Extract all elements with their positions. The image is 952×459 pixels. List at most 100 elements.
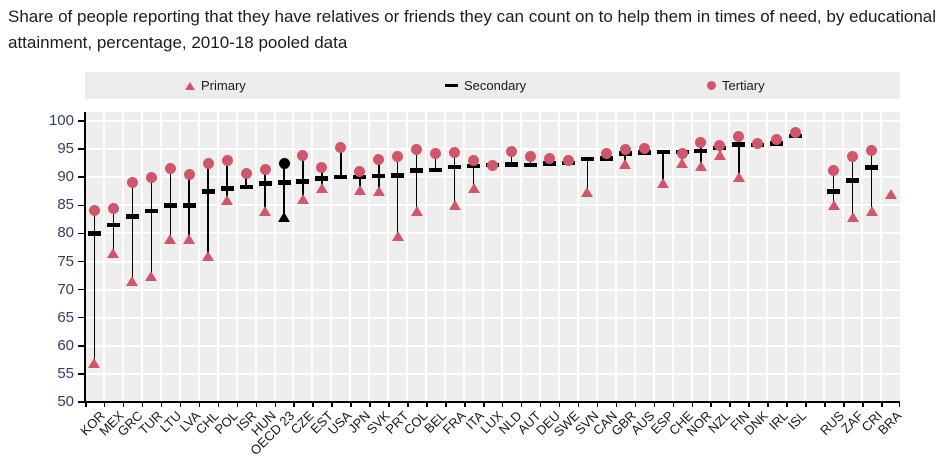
tertiary-marker-LVA <box>183 168 195 180</box>
range-line <box>340 147 342 178</box>
secondary-marker-USA <box>334 174 348 180</box>
secondary-marker-RUS <box>827 189 841 194</box>
secondary-marker-NLD <box>504 162 518 167</box>
y-axis-tick-label: 75 <box>57 252 74 270</box>
secondary-marker-CHL <box>201 189 215 194</box>
secondary-marker-ISR <box>239 184 253 189</box>
y-axis-tick <box>78 176 85 178</box>
tertiary-marker-ITA <box>468 154 480 166</box>
gridline-vertical <box>254 112 257 402</box>
x-axis-tick <box>350 402 352 407</box>
gridline-vertical <box>102 112 105 402</box>
range-line <box>832 170 835 206</box>
primary-marker-CZE <box>296 193 309 204</box>
legend-label: Tertiary <box>722 78 765 93</box>
y-axis-tick-label: 65 <box>57 308 74 326</box>
gridline-vertical <box>633 112 636 402</box>
range-line <box>472 160 475 189</box>
gridline-vertical <box>292 112 295 402</box>
range-line <box>226 160 228 200</box>
y-axis-tick-label: 60 <box>57 336 74 354</box>
tertiary-marker-CHL <box>202 157 214 169</box>
range-line <box>510 151 513 165</box>
range-line <box>359 171 361 191</box>
range-line <box>112 208 115 254</box>
tertiary-marker-EST <box>316 161 328 173</box>
tertiary-marker-ISL <box>790 126 802 138</box>
secondary-marker-CAN <box>599 156 613 161</box>
circle-icon <box>707 81 716 90</box>
legend-item-tertiary: Tertiary <box>707 72 765 99</box>
secondary-marker-ZAF <box>846 178 860 183</box>
x-axis-tick <box>843 402 845 407</box>
chart-title: Share of people reporting that they have… <box>8 7 937 53</box>
secondary-marker-ITA <box>467 163 481 169</box>
secondary-marker-KOR <box>87 231 101 236</box>
x-axis-tick <box>577 402 580 407</box>
x-axis-tick <box>445 402 447 407</box>
tertiary-marker-MEX <box>107 202 119 214</box>
tertiary-marker-TUR <box>145 171 157 183</box>
range-line <box>207 163 209 256</box>
x-axis-tick <box>653 402 656 407</box>
gridline-horizontal <box>85 372 900 375</box>
y-axis-tick-label: 55 <box>57 364 74 382</box>
secondary-marker-NOR <box>694 148 708 154</box>
x-axis-tick <box>824 402 826 407</box>
tertiary-marker-NZL <box>714 139 726 151</box>
y-axis-tick <box>78 401 85 403</box>
primary-marker-CHE <box>676 158 689 169</box>
tertiary-marker-LUX <box>487 160 498 172</box>
tertiary-marker-COL <box>411 143 423 155</box>
secondary-marker-EST <box>315 176 329 181</box>
tertiary-marker-CHE <box>676 147 688 159</box>
y-axis-tick <box>78 345 85 347</box>
primary-marker-LVA <box>183 234 196 245</box>
x-axis-tick <box>483 402 485 407</box>
x-axis-tick <box>217 402 220 407</box>
primary-marker-PRT <box>391 231 404 242</box>
tertiary-marker-USA <box>335 141 347 153</box>
gridline-vertical <box>747 112 750 402</box>
primary-marker-LTU <box>164 234 177 245</box>
gridline-vertical <box>595 112 598 402</box>
gridline-vertical <box>387 112 390 402</box>
tertiary-marker-CAN <box>600 147 612 159</box>
x-axis-tick <box>634 402 637 407</box>
x-axis-tick <box>672 402 675 407</box>
primary-marker-ESP <box>657 177 670 188</box>
primary-marker-GRC <box>126 276 139 287</box>
tertiary-marker-DNK <box>752 137 764 149</box>
gridline-vertical <box>463 112 466 402</box>
x-axis-tick <box>312 402 314 407</box>
secondary-marker-LTU <box>163 203 177 208</box>
tertiary-marker-SVK <box>373 153 385 165</box>
x-axis-tick <box>407 402 409 407</box>
y-axis-tick-label: 90 <box>57 168 74 186</box>
x-axis-tick <box>862 402 864 407</box>
tertiary-marker-POL <box>221 154 233 166</box>
legend-item-secondary: Secondary <box>445 72 526 99</box>
x-axis-tick <box>539 402 542 407</box>
x-axis-tick <box>103 402 106 407</box>
primary-marker-POL <box>221 194 234 205</box>
x-axis-tick <box>464 402 466 407</box>
range-line <box>851 156 854 217</box>
tertiary-marker-HUN <box>259 164 271 176</box>
x-axis-tick <box>426 402 428 407</box>
y-axis-tick-label: 50 <box>57 393 74 410</box>
secondary-marker-AUT <box>523 162 537 168</box>
gridline-vertical <box>614 112 617 402</box>
x-axis-tick <box>596 402 599 407</box>
x-axis-tick <box>881 402 883 407</box>
range-line <box>302 155 304 199</box>
primary-marker-FIN <box>732 172 745 183</box>
secondary-marker-JPN <box>353 174 367 180</box>
gridline-vertical <box>197 112 200 402</box>
tertiary-marker-LTU <box>164 163 176 175</box>
secondary-marker-FRA <box>448 164 462 170</box>
gridline-horizontal <box>85 148 900 151</box>
secondary-marker-SVK <box>372 173 386 179</box>
primary-marker-EST <box>315 183 328 194</box>
